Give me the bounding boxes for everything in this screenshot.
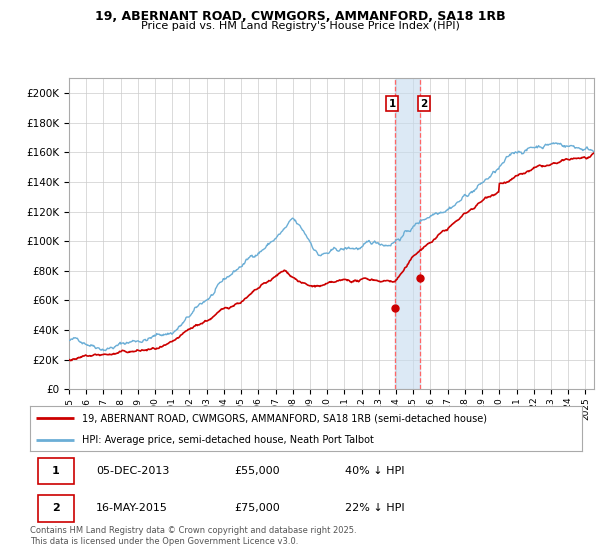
FancyBboxPatch shape [38, 458, 74, 484]
Text: 1: 1 [388, 99, 396, 109]
Text: 22% ↓ HPI: 22% ↓ HPI [344, 503, 404, 513]
Text: 1: 1 [52, 466, 60, 476]
Text: Price paid vs. HM Land Registry's House Price Index (HPI): Price paid vs. HM Land Registry's House … [140, 21, 460, 31]
Text: Contains HM Land Registry data © Crown copyright and database right 2025.
This d: Contains HM Land Registry data © Crown c… [30, 526, 356, 546]
Bar [395, 78, 419, 389]
Text: 19, ABERNANT ROAD, CWMGORS, AMMANFORD, SA18 1RB: 19, ABERNANT ROAD, CWMGORS, AMMANFORD, S… [95, 10, 505, 22]
FancyBboxPatch shape [38, 495, 74, 521]
Text: 19, ABERNANT ROAD, CWMGORS, AMMANFORD, SA18 1RB (semi-detached house): 19, ABERNANT ROAD, CWMGORS, AMMANFORD, S… [82, 413, 487, 423]
Text: £75,000: £75,000 [234, 503, 280, 513]
Text: £55,000: £55,000 [234, 466, 280, 476]
Text: HPI: Average price, semi-detached house, Neath Port Talbot: HPI: Average price, semi-detached house,… [82, 435, 374, 445]
Text: 16-MAY-2015: 16-MAY-2015 [96, 503, 168, 513]
Text: 05-DEC-2013: 05-DEC-2013 [96, 466, 170, 476]
Text: 2: 2 [52, 503, 60, 513]
Text: 40% ↓ HPI: 40% ↓ HPI [344, 466, 404, 476]
Text: 2: 2 [421, 99, 428, 109]
